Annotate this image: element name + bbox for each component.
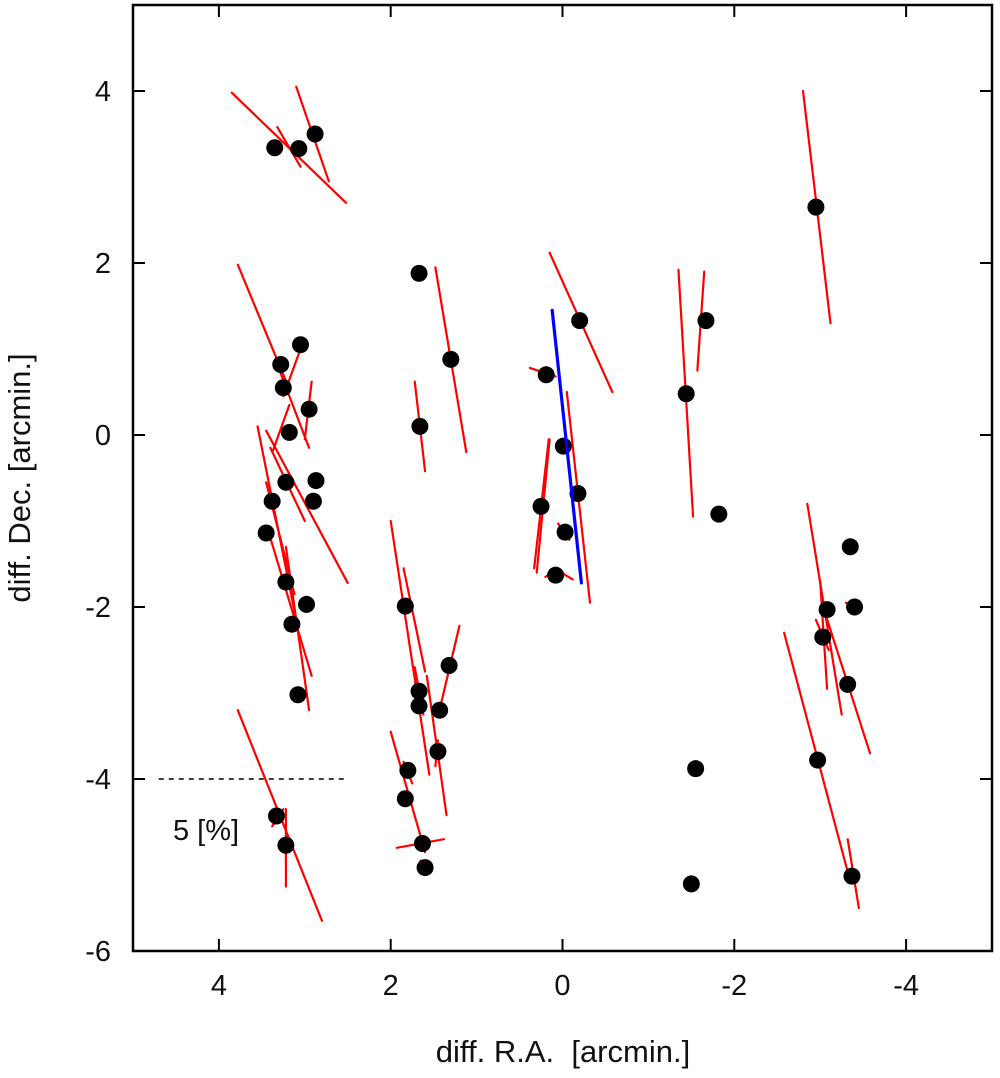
source-marker bbox=[442, 350, 460, 368]
source-marker bbox=[710, 505, 728, 523]
source-marker bbox=[410, 697, 428, 715]
source-marker bbox=[304, 492, 322, 510]
source-marker bbox=[537, 366, 555, 384]
x-axis-title: diff. R.A. [arcmin.] bbox=[436, 1034, 690, 1069]
source-marker bbox=[307, 472, 325, 490]
source-marker bbox=[289, 686, 307, 704]
source-marker bbox=[687, 760, 705, 778]
source-marker bbox=[396, 790, 414, 808]
source-marker bbox=[677, 385, 695, 403]
y-tick-labels: 4 2 0 -2 -4 -6 bbox=[85, 76, 111, 968]
polarization-vectors bbox=[230, 85, 872, 923]
source-marker bbox=[554, 437, 572, 455]
source-marker bbox=[846, 598, 864, 616]
source-marker bbox=[280, 423, 298, 441]
source-marker bbox=[266, 139, 284, 157]
polarization-vector bbox=[389, 519, 431, 776]
source-marker bbox=[431, 701, 449, 719]
source-marker bbox=[841, 538, 859, 556]
polarization-vector bbox=[256, 425, 298, 622]
source-marker bbox=[283, 615, 301, 633]
source-marker bbox=[277, 836, 295, 854]
scale-bar-label: 5 [%] bbox=[173, 815, 239, 847]
source-marker bbox=[257, 524, 275, 542]
polarization-vector bbox=[276, 126, 302, 168]
polarization-vector bbox=[269, 537, 313, 677]
source-marker bbox=[277, 473, 295, 491]
source-marker bbox=[416, 859, 434, 877]
source-marker bbox=[547, 566, 565, 584]
x-tick-label: -4 bbox=[893, 970, 919, 1002]
source-marker bbox=[571, 312, 589, 330]
x-tick-labels: 4 2 0 -2 -4 bbox=[211, 970, 919, 1002]
source-marker bbox=[277, 573, 295, 591]
source-marker bbox=[300, 400, 318, 418]
source-marker bbox=[807, 198, 825, 216]
source-marker bbox=[429, 742, 447, 760]
source-marker bbox=[818, 601, 836, 619]
tick-marks bbox=[133, 5, 992, 952]
y-tick-label: -6 bbox=[85, 936, 111, 968]
source-marker bbox=[809, 751, 827, 769]
x-tick-label: 0 bbox=[554, 970, 570, 1002]
source-markers bbox=[257, 125, 864, 893]
highlighted-vector bbox=[550, 308, 583, 585]
source-marker bbox=[411, 417, 429, 435]
source-marker bbox=[292, 336, 310, 354]
x-tick-label: -2 bbox=[721, 970, 747, 1002]
source-marker bbox=[410, 682, 428, 700]
polarization-vector bbox=[265, 429, 349, 585]
x-tick-label: 2 bbox=[383, 970, 399, 1002]
source-marker bbox=[682, 875, 700, 893]
source-marker bbox=[399, 761, 417, 779]
source-marker bbox=[410, 264, 428, 282]
polarization-vector bbox=[276, 363, 311, 449]
source-marker bbox=[396, 597, 414, 615]
y-tick-label: -4 bbox=[85, 764, 111, 796]
source-marker bbox=[272, 355, 290, 373]
x-tick-label: 4 bbox=[211, 970, 227, 1002]
source-marker bbox=[274, 379, 292, 397]
plot-frame bbox=[131, 3, 994, 953]
polarization-vector bbox=[402, 567, 427, 673]
source-marker bbox=[814, 628, 832, 646]
source-marker bbox=[839, 675, 857, 693]
source-marker bbox=[532, 497, 550, 515]
y-tick-label: -2 bbox=[85, 592, 111, 624]
source-marker bbox=[267, 807, 285, 825]
source-marker bbox=[697, 312, 715, 330]
y-tick-label: 0 bbox=[95, 420, 111, 452]
source-marker bbox=[290, 140, 308, 158]
y-tick-label: 2 bbox=[95, 248, 111, 280]
polarization-vector bbox=[271, 403, 291, 452]
source-marker bbox=[440, 656, 458, 674]
source-marker bbox=[843, 867, 861, 885]
source-marker bbox=[298, 595, 316, 613]
source-marker bbox=[306, 125, 324, 143]
highlighted-vector-line bbox=[550, 308, 583, 585]
source-marker bbox=[413, 835, 431, 852]
source-marker bbox=[263, 492, 281, 510]
source-marker bbox=[556, 523, 574, 541]
y-axis-title: diff. Dec. [arcmin.] bbox=[2, 353, 37, 602]
y-tick-label: 4 bbox=[95, 76, 111, 108]
